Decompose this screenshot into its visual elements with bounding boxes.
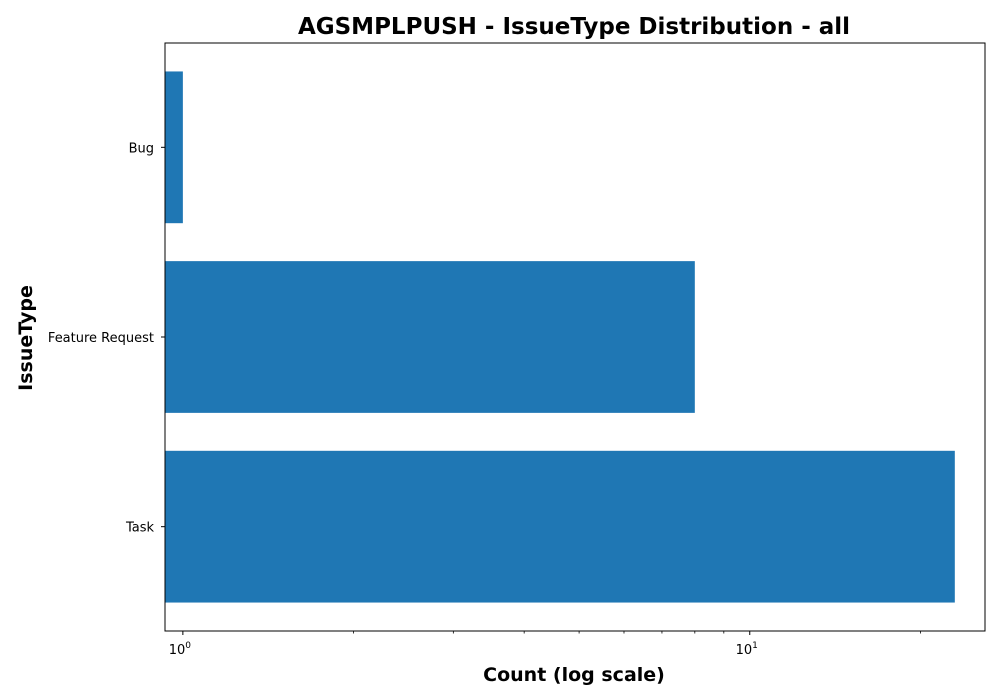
bars-layer [165, 71, 955, 603]
y-tick-label: Task [125, 521, 155, 536]
bar-bug [165, 71, 183, 224]
x-axis-label: Count (log scale) [483, 664, 665, 686]
bar-task [165, 450, 955, 603]
bar-feature-request [165, 261, 695, 413]
x-tick-label: 101 [736, 641, 758, 658]
ticks-layer: Bug Feature Request Task 100 101 [48, 141, 921, 658]
chart-title: AGSMPLPUSH - IssueType Distribution - al… [298, 14, 850, 40]
y-tick-label: Bug [129, 141, 154, 156]
x-tick-label: 100 [169, 641, 192, 658]
y-tick-label: Feature Request [48, 331, 154, 346]
y-axis-label: IssueType [15, 285, 37, 391]
